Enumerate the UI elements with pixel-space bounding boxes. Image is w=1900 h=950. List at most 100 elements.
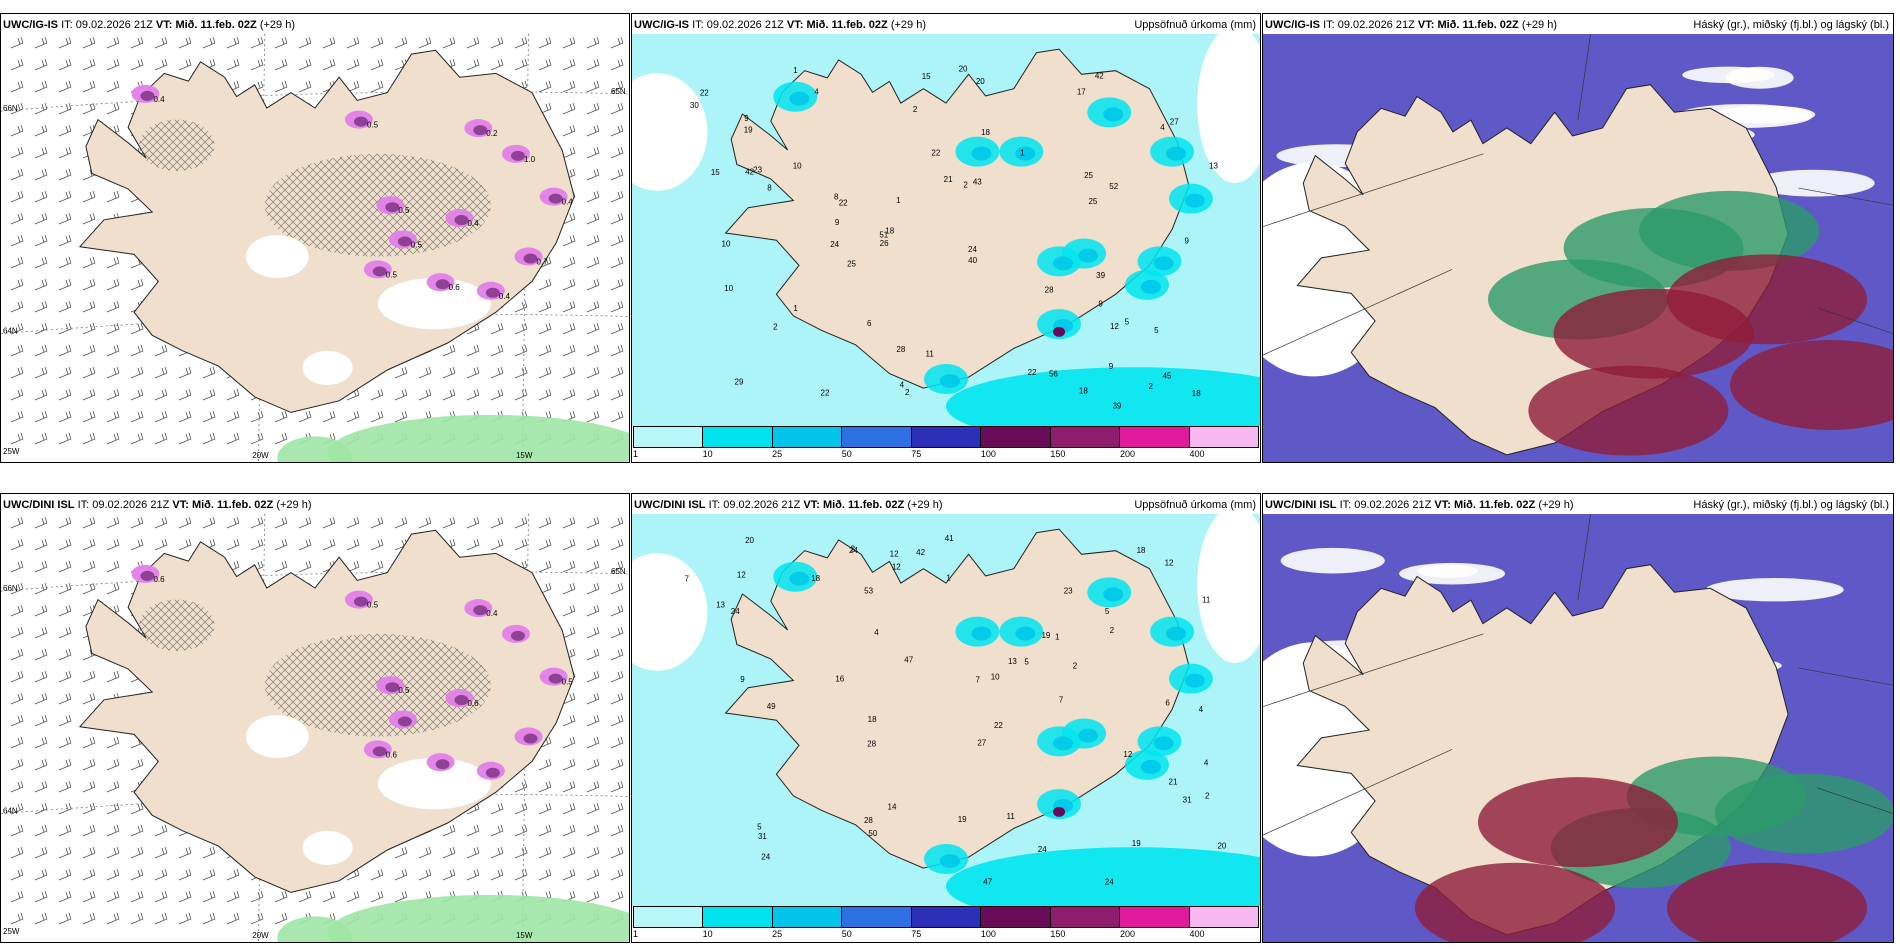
precip-value: 4 [1204, 758, 1209, 767]
precip-value: 4 [900, 381, 905, 390]
snow-map: 0.4 0.5 0.2 0.5 0.4 0.4 0.5 1.0 0.5 0.6 0.4 0.7 66N 6… [1, 34, 629, 462]
precip-value: 20 [959, 64, 968, 73]
precip-value: 5 [757, 822, 762, 831]
snow-value: 0.5 [398, 206, 410, 215]
colorbar-tick: 400 [1189, 449, 1205, 459]
precip-value: 25 [847, 259, 856, 268]
colorbar-swatch [842, 907, 912, 927]
colorbar-swatch [634, 427, 704, 447]
colorbar-swatch [1189, 907, 1258, 927]
lat-label: 66N [3, 584, 18, 593]
precip-value: 13 [1209, 161, 1218, 170]
snow-area [385, 682, 400, 693]
colorbar-swatch [703, 907, 773, 927]
precip-area [1103, 587, 1124, 602]
precip-value: 18 [811, 574, 820, 583]
colorbar-swatch [981, 907, 1051, 927]
precip-value: 22 [931, 149, 940, 158]
precip-value: 47 [904, 656, 913, 665]
colorbar-tick: 25 [772, 449, 783, 459]
precip-value: 24 [830, 240, 839, 249]
precip-value: 18 [1137, 546, 1146, 555]
precip-value: 18 [868, 715, 877, 724]
precip-value: 9 [1109, 362, 1114, 371]
precip-value: 2 [905, 388, 910, 397]
precip-value: 10 [793, 162, 802, 171]
precip-area [1153, 736, 1174, 751]
panel-title: UWC/IG-IS IT: 09.02.2026 21Z VT: Mið. 11… [1265, 19, 1557, 31]
colorbar-swatch [911, 907, 982, 927]
snow-area [435, 279, 450, 290]
precip-value: 2 [1149, 382, 1154, 391]
panel-title: UWC/IG-IS IT: 09.02.2026 21Z VT: Mið. 11… [3, 19, 295, 31]
grid-lines [1263, 514, 1893, 836]
snow-area [473, 605, 488, 616]
glacier [302, 830, 353, 865]
precip-value: 9 [1184, 237, 1189, 246]
precip-value: 9 [835, 218, 840, 227]
precip-value: 6 [867, 319, 872, 328]
snow-value: 0.6 [467, 699, 479, 708]
precip-value: 45 [1163, 372, 1172, 381]
panel-right-title: Uppsöfnuð úrkoma (mm) [1134, 19, 1256, 31]
precip-value: 18 [885, 227, 894, 236]
precip-value: 12 [737, 570, 746, 579]
precip-value: 21 [1169, 777, 1178, 786]
glacier [245, 235, 309, 278]
colorbar-tick: 75 [911, 449, 922, 459]
precip-value: 24 [1038, 845, 1047, 854]
precip-area [971, 146, 992, 161]
lon-label: 25W [3, 927, 20, 936]
precip-value: 9 [1098, 299, 1103, 308]
panel-dini-snow: UWC/DINI ISL IT: 09.02.2026 21Z VT: Mið.… [0, 493, 630, 943]
snow-area [353, 596, 368, 607]
low-cloud [1667, 862, 1867, 942]
precip-value: 51 [879, 231, 888, 240]
glacier [377, 277, 491, 330]
snow-value: 0.6 [449, 283, 461, 292]
panel-title: UWC/IG-IS IT: 09.02.2026 21Z VT: Mið. 11… [634, 19, 926, 31]
precip-area [1184, 673, 1205, 688]
dry-area [632, 73, 708, 191]
clear-area [1399, 562, 1506, 585]
colorbar-tick: 75 [911, 929, 922, 939]
precip-value: 4 [1199, 705, 1204, 714]
colorbar-tick: 1 [633, 929, 639, 939]
cloud-map-svg [1263, 34, 1893, 462]
precip-value: 31 [758, 832, 767, 841]
snow-area [397, 716, 412, 727]
precip-value: 30 [690, 101, 699, 110]
precip-value: 12 [1165, 558, 1174, 567]
precip-value: 24 [731, 607, 740, 616]
precip-value: 14 [888, 803, 897, 812]
low-cloud [1478, 777, 1678, 868]
precip-value: 42 [1095, 71, 1104, 80]
snow-area [485, 287, 500, 298]
panel-title: UWC/DINI ISL IT: 09.02.2026 21Z VT: Mið.… [3, 499, 312, 511]
precip-value: 29 [735, 377, 744, 386]
precip-area [940, 853, 960, 868]
precip-colorbar [633, 426, 1259, 448]
snow-value: 0.5 [398, 686, 410, 695]
colorbar-tick: 150 [1050, 929, 1066, 939]
precip-value: 2 [1073, 662, 1078, 671]
snow-value: 0.5 [367, 601, 379, 610]
precip-value: 27 [1170, 118, 1179, 127]
precip-value: 23 [753, 166, 762, 175]
precip-area [1015, 146, 1036, 161]
precip-value: 8 [767, 184, 772, 193]
precip-value: 12 [890, 549, 899, 558]
precip-area [789, 571, 810, 586]
precip-area [1053, 806, 1066, 817]
clear-area [1682, 66, 1775, 84]
colorbar-swatch [911, 427, 982, 447]
precip-value: 10 [724, 284, 733, 293]
precip-value: 24 [849, 546, 858, 555]
precip-colorbar-ticks: 1 10 25 50 75 100 150 200 400 [633, 449, 1259, 461]
precip-value: 43 [973, 177, 982, 186]
precip-area [1184, 193, 1205, 208]
snow-area [548, 193, 563, 204]
precip-value: 25 [1088, 197, 1097, 206]
precip-value: 40 [968, 256, 977, 265]
snow-area [473, 125, 488, 136]
